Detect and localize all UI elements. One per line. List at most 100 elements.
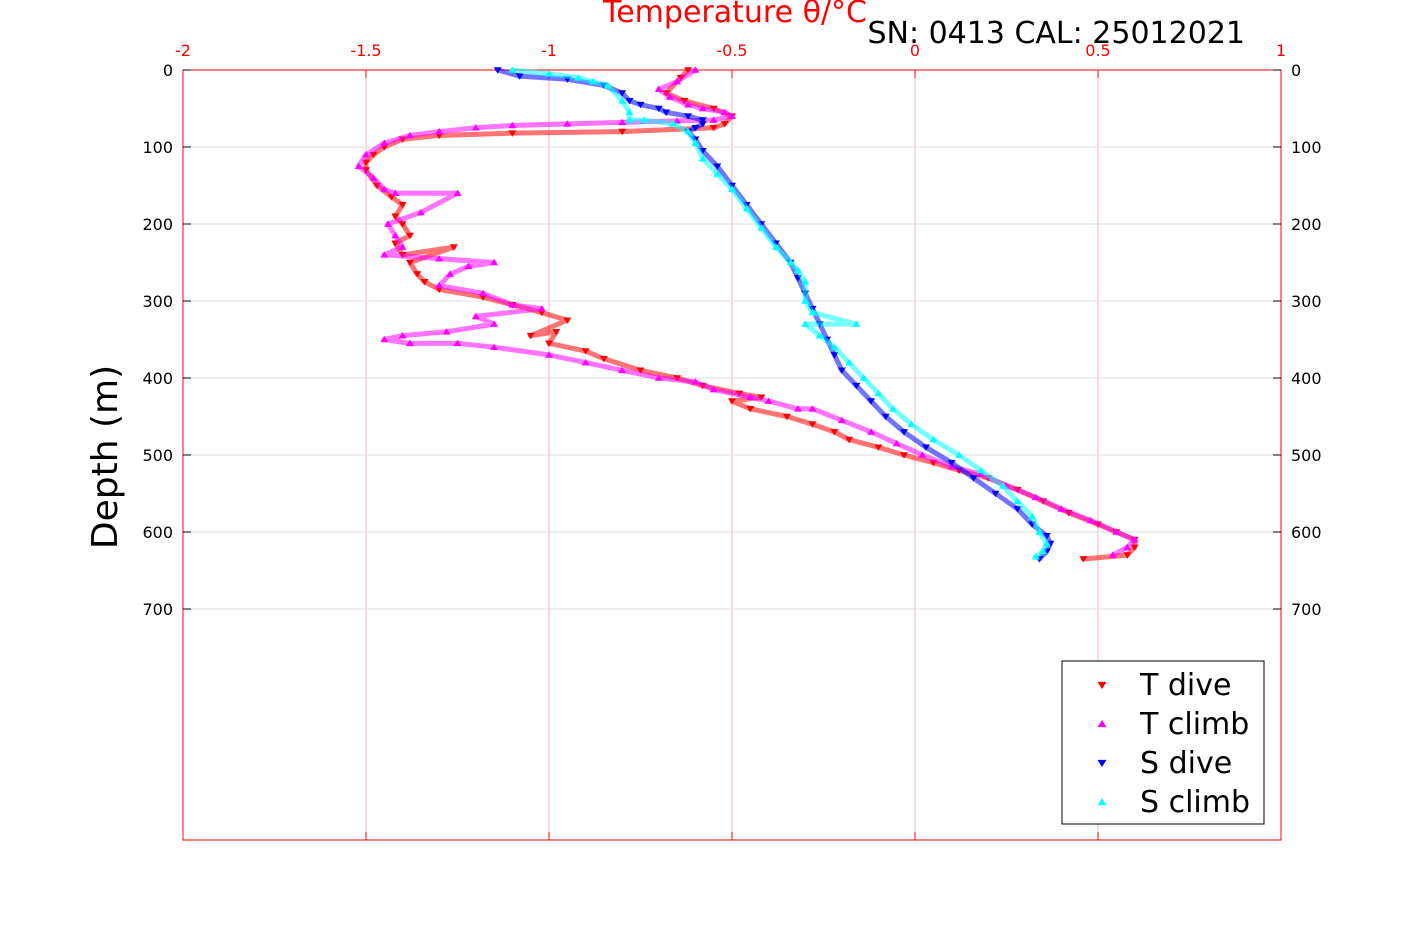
data-point-s-climb bbox=[508, 66, 517, 73]
data-point-t-climb bbox=[490, 343, 499, 350]
data-point-t-climb bbox=[464, 262, 473, 270]
data-point-s-climb bbox=[830, 343, 839, 350]
data-point-t-climb bbox=[720, 108, 729, 116]
data-point-t-dive bbox=[782, 413, 791, 421]
data-point-t-climb bbox=[416, 208, 425, 216]
y-tick-label-left: 300 bbox=[142, 292, 173, 311]
data-point-t-dive bbox=[398, 201, 407, 209]
y-tick-label-left: 400 bbox=[142, 369, 173, 388]
data-point-s-climb bbox=[669, 120, 678, 127]
data-point-s-dive bbox=[1013, 506, 1022, 513]
data-point-t-climb bbox=[1031, 493, 1040, 501]
y-tick-label-right: 100 bbox=[1291, 138, 1322, 157]
x-tick-label: 0.5 bbox=[1085, 41, 1110, 60]
data-point-s-dive bbox=[1042, 533, 1051, 540]
data-point-s-climb bbox=[845, 359, 854, 366]
data-point-s-dive bbox=[618, 90, 627, 97]
data-point-t-climb bbox=[837, 416, 846, 424]
data-point-t-climb bbox=[808, 405, 817, 412]
data-point-t-climb bbox=[1123, 543, 1132, 551]
data-point-t-climb bbox=[618, 118, 627, 126]
data-point-t-dive bbox=[900, 452, 909, 459]
data-point-s-dive bbox=[493, 67, 502, 74]
data-point-t-dive bbox=[874, 444, 883, 451]
data-point-t-dive bbox=[709, 124, 718, 132]
data-point-s-climb bbox=[1035, 528, 1044, 535]
data-point-s-dive bbox=[654, 105, 663, 113]
data-point-t-dive bbox=[618, 128, 627, 136]
data-point-t-dive bbox=[1130, 544, 1139, 551]
data-point-t-climb bbox=[976, 470, 985, 478]
data-point-s-dive bbox=[947, 459, 956, 467]
data-point-s-climb bbox=[618, 97, 627, 104]
data-point-t-climb bbox=[398, 332, 407, 339]
data-point-t-climb bbox=[508, 121, 517, 129]
legend: T dive T climb S dive S climb bbox=[1061, 660, 1265, 825]
data-point-t-climb bbox=[354, 162, 363, 170]
data-point-t-climb bbox=[654, 374, 663, 381]
data-point-t-climb bbox=[435, 282, 444, 289]
data-point-t-climb bbox=[405, 339, 414, 347]
y-tick-label-right: 300 bbox=[1291, 292, 1322, 311]
data-point-t-dive bbox=[552, 329, 561, 336]
data-point-s-dive bbox=[713, 163, 722, 170]
data-point-t-dive bbox=[398, 221, 407, 228]
data-point-s-climb bbox=[954, 451, 963, 458]
data-point-t-dive bbox=[808, 421, 817, 428]
data-point-s-climb bbox=[801, 297, 810, 304]
data-points bbox=[354, 66, 1139, 563]
data-point-t-climb bbox=[709, 116, 718, 123]
data-point-t-climb bbox=[1057, 505, 1066, 512]
data-point-s-climb bbox=[603, 81, 612, 89]
series-s-climb bbox=[508, 66, 1051, 560]
data-point-s-dive bbox=[830, 352, 839, 359]
legend-label-t-dive: T dive bbox=[1139, 668, 1231, 703]
data-point-t-climb bbox=[446, 270, 455, 277]
data-point-t-dive bbox=[746, 406, 755, 413]
data-point-t-climb bbox=[673, 77, 682, 85]
data-point-s-climb bbox=[815, 332, 824, 339]
data-point-t-dive bbox=[581, 348, 590, 355]
data-point-t-dive bbox=[599, 355, 608, 363]
serial-calibration-label: SN: 0413 CAL: 25012021 bbox=[867, 16, 1245, 51]
data-point-s-dive bbox=[698, 117, 707, 124]
legend-label-s-climb: S climb bbox=[1140, 785, 1250, 820]
x-tick-label: -0.5 bbox=[716, 41, 747, 60]
data-point-s-climb bbox=[588, 77, 597, 85]
chart-title: Temperature θ/°C bbox=[602, 0, 867, 30]
data-point-t-dive bbox=[449, 244, 458, 251]
data-point-s-climb bbox=[801, 320, 810, 327]
data-point-t-dive bbox=[405, 232, 414, 240]
data-point-t-climb bbox=[471, 124, 480, 131]
legend-label-s-dive: S dive bbox=[1140, 746, 1232, 781]
legend-marker-s-climb bbox=[1097, 797, 1107, 806]
data-point-t-climb bbox=[380, 185, 389, 193]
data-point-t-climb bbox=[453, 189, 462, 196]
series-trace-s-dive bbox=[495, 67, 1053, 562]
data-point-t-climb bbox=[691, 378, 700, 385]
data-point-s-dive bbox=[636, 101, 645, 109]
data-point-t-climb bbox=[1112, 528, 1121, 535]
data-point-s-dive bbox=[921, 444, 930, 451]
data-point-t-dive bbox=[684, 67, 693, 74]
y-tick-label-right: 500 bbox=[1291, 446, 1322, 465]
data-point-s-dive bbox=[881, 413, 890, 421]
data-point-s-climb bbox=[625, 108, 634, 116]
data-point-s-climb bbox=[640, 116, 649, 123]
data-point-t-climb bbox=[1130, 536, 1139, 543]
data-point-s-dive bbox=[852, 382, 861, 390]
data-point-t-climb bbox=[892, 439, 901, 447]
data-point-s-climb bbox=[786, 258, 795, 266]
data-point-s-climb bbox=[929, 436, 938, 443]
data-point-t-climb bbox=[490, 258, 499, 266]
data-point-s-climb bbox=[976, 466, 985, 474]
data-point-t-climb bbox=[391, 189, 400, 196]
data-point-s-dive bbox=[991, 490, 1000, 498]
data-point-t-climb bbox=[581, 359, 590, 366]
data-point-t-climb bbox=[793, 405, 802, 412]
data-point-s-climb bbox=[1042, 539, 1051, 547]
y-tick-label-left: 700 bbox=[142, 600, 173, 619]
data-point-t-climb bbox=[746, 393, 755, 401]
grid bbox=[183, 70, 1281, 840]
series-t-climb bbox=[354, 66, 1139, 558]
